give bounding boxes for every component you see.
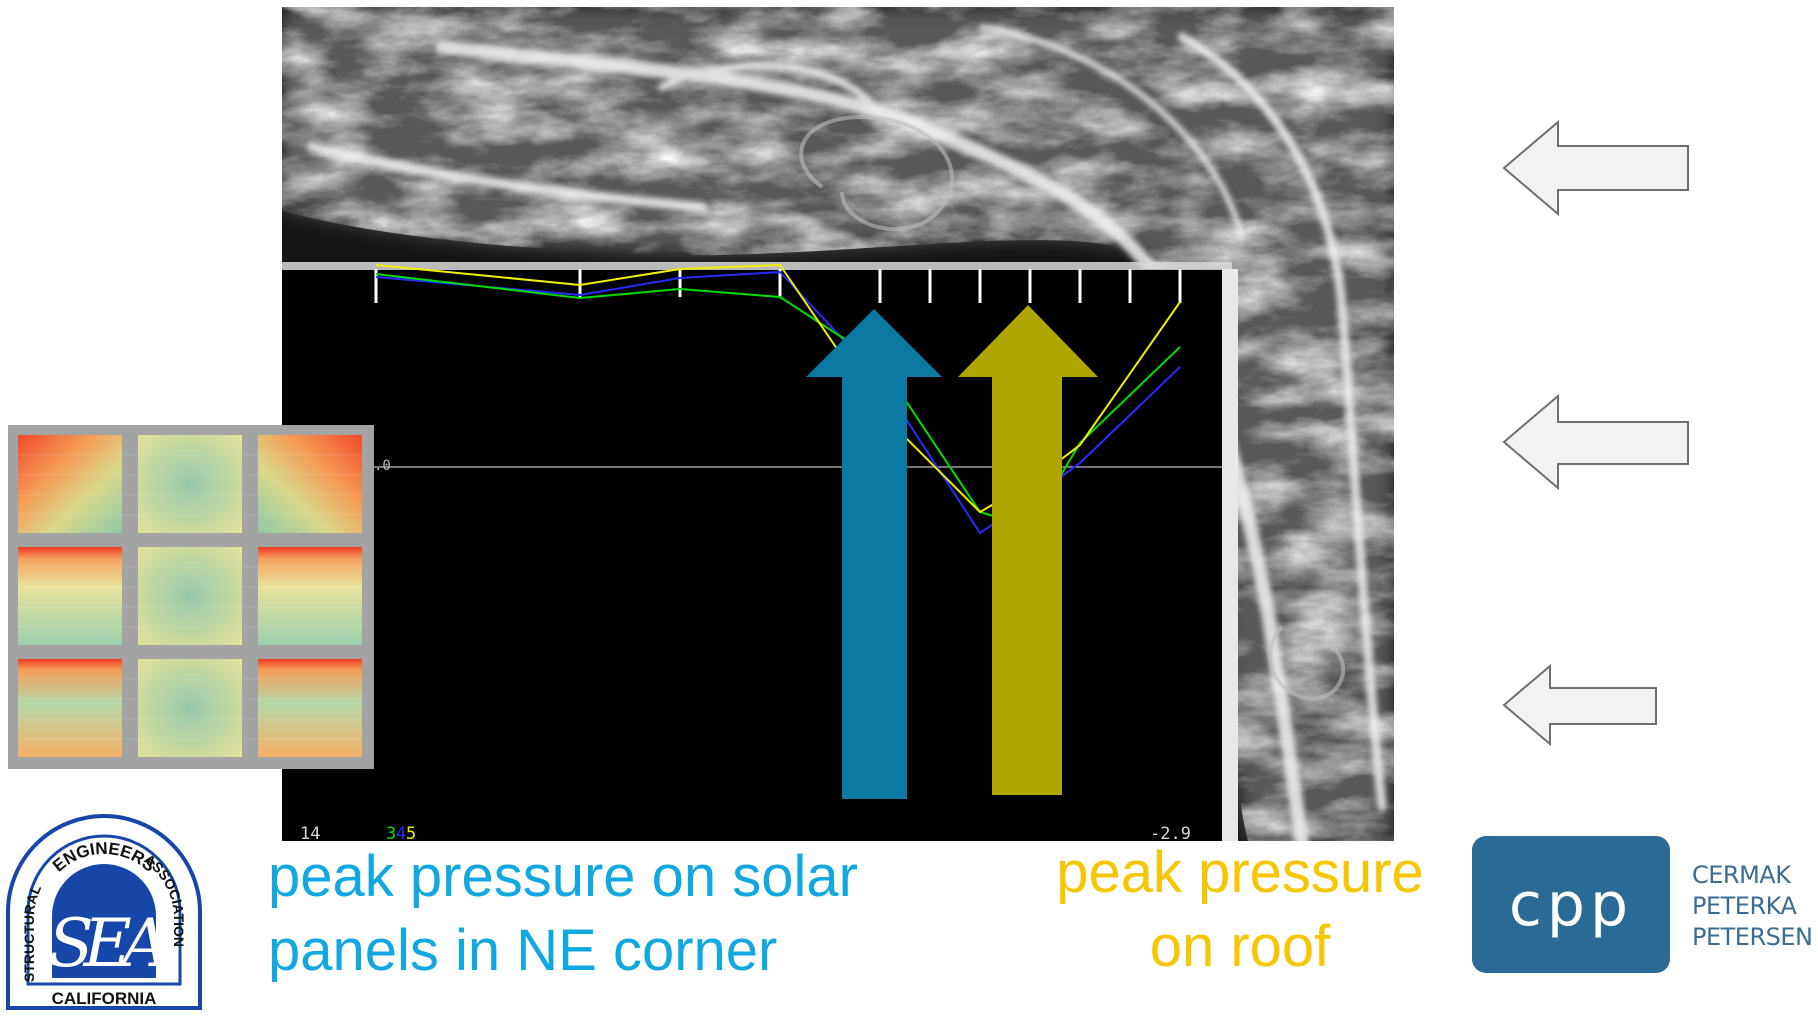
left-arrow-icon	[1502, 663, 1657, 747]
cpp-name: PETERSEN	[1692, 923, 1813, 951]
legend-numbers: 3 4 5	[386, 824, 417, 841]
roof-caption-line: peak pressure	[1056, 840, 1424, 905]
zero-label: .0	[374, 458, 391, 474]
cpp-name: CERMAK	[1692, 861, 1791, 889]
left-arrow-icon	[1502, 393, 1689, 491]
left-arrow-icon	[1502, 119, 1689, 217]
cpp-logo-names: CERMAK PETERKA PETERSEN	[1692, 860, 1813, 953]
legend-number: 3	[386, 824, 396, 841]
solar-panel-heatmap	[8, 425, 374, 769]
cpp-logo-mark: cpp	[1472, 836, 1670, 973]
solar-panel-arrow	[806, 309, 942, 799]
legend-number: 4	[396, 824, 406, 841]
flow-visualization: .0 14 3 4 5 -2.9	[282, 7, 1394, 841]
bottom-right-label: -2.9	[1150, 824, 1191, 841]
sea-bottom-text: CALIFORNIA	[52, 989, 157, 1008]
legend-number: 5	[406, 824, 416, 841]
solar-caption: peak pressure on solar panels in NE corn…	[268, 840, 858, 988]
sea-monogram: SEA	[48, 905, 166, 982]
bottom-left-label: 14	[300, 824, 320, 841]
roof-caption: peak pressure on roof	[1010, 836, 1470, 984]
sea-california-logo: ENGINEERS STRUCTURAL ASSOCIATION SEA CAL…	[6, 814, 202, 1010]
roof-caption-line: on roof	[1149, 914, 1331, 980]
solar-caption-line: panels in NE corner	[268, 918, 778, 984]
cpp-name: PETERKA	[1692, 892, 1797, 920]
solar-caption-line: peak pressure on solar	[268, 844, 858, 909]
roof-arrow	[958, 305, 1098, 795]
